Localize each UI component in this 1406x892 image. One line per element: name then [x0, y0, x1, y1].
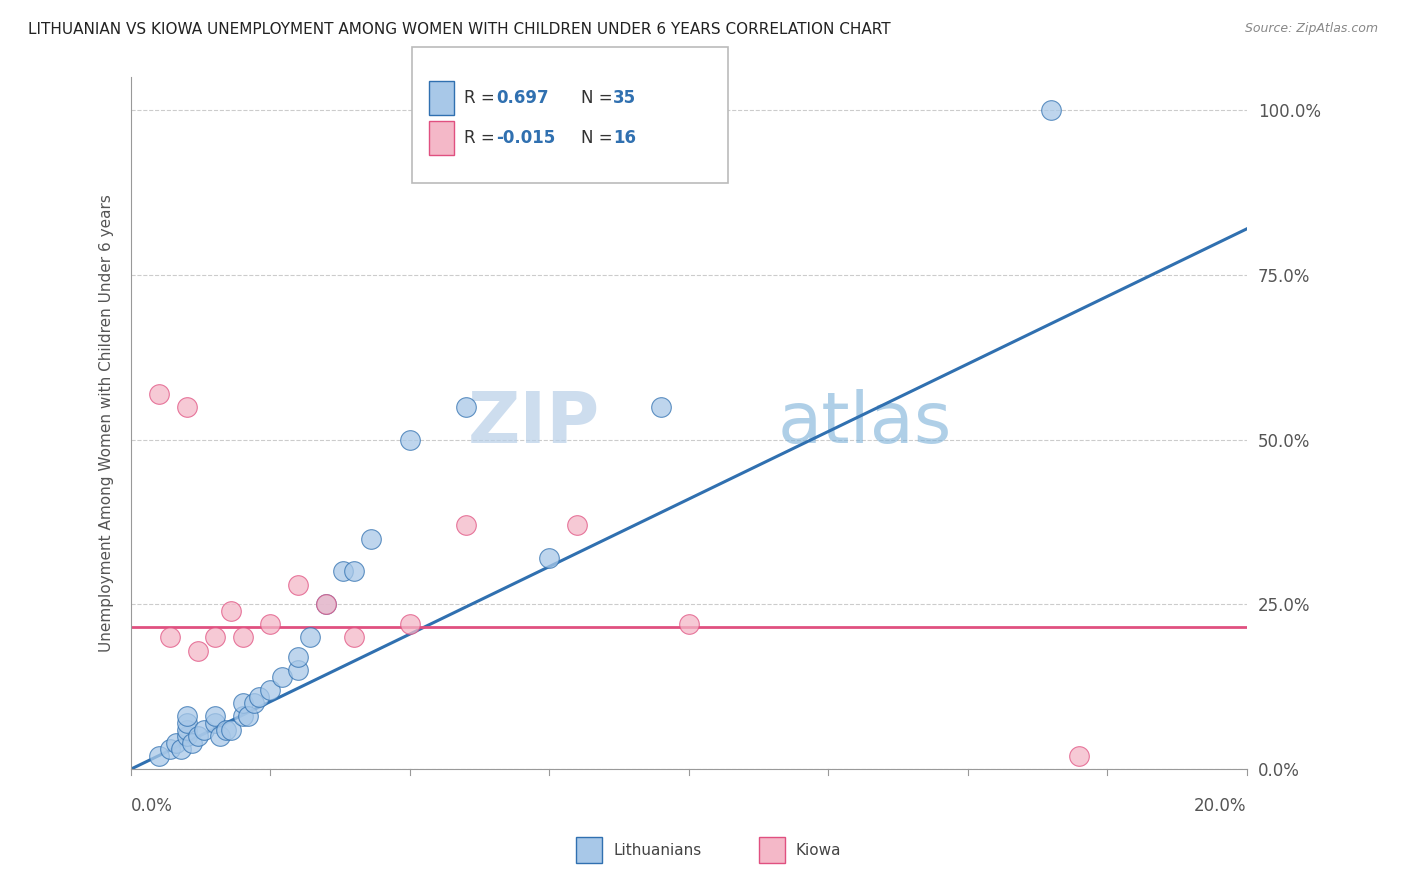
Point	[170, 742, 193, 756]
Point	[259, 683, 281, 698]
Point	[287, 663, 309, 677]
Point	[399, 433, 422, 447]
Point	[176, 709, 198, 723]
Text: 35: 35	[613, 89, 636, 107]
Point	[215, 723, 238, 737]
Point	[259, 617, 281, 632]
Point	[159, 742, 181, 756]
Point	[232, 631, 254, 645]
Point	[242, 696, 264, 710]
Text: ZIP: ZIP	[467, 389, 599, 458]
Point	[193, 723, 215, 737]
Text: N =: N =	[581, 89, 617, 107]
Point	[204, 716, 226, 731]
Text: atlas: atlas	[778, 389, 952, 458]
Point	[159, 631, 181, 645]
Point	[148, 748, 170, 763]
Y-axis label: Unemployment Among Women with Children Under 6 years: Unemployment Among Women with Children U…	[100, 194, 114, 652]
Point	[247, 690, 270, 704]
Text: Source: ZipAtlas.com: Source: ZipAtlas.com	[1244, 22, 1378, 36]
Point	[176, 729, 198, 743]
Text: Lithuanians: Lithuanians	[613, 843, 702, 857]
Point	[298, 631, 321, 645]
Point	[176, 400, 198, 414]
Point	[238, 709, 260, 723]
Point	[1040, 103, 1063, 118]
Point	[176, 716, 198, 731]
Text: 20.0%: 20.0%	[1194, 797, 1247, 814]
Point	[287, 577, 309, 591]
Text: R =: R =	[464, 89, 501, 107]
Point	[232, 696, 254, 710]
Text: Kiowa: Kiowa	[796, 843, 841, 857]
Text: -0.015: -0.015	[496, 129, 555, 147]
Point	[209, 729, 232, 743]
Text: 0.0%: 0.0%	[131, 797, 173, 814]
Point	[343, 565, 366, 579]
Point	[204, 631, 226, 645]
Point	[454, 400, 477, 414]
Point	[270, 670, 292, 684]
Text: LITHUANIAN VS KIOWA UNEMPLOYMENT AMONG WOMEN WITH CHILDREN UNDER 6 YEARS CORRELA: LITHUANIAN VS KIOWA UNEMPLOYMENT AMONG W…	[28, 22, 891, 37]
Point	[187, 643, 209, 657]
Point	[343, 631, 366, 645]
Point	[287, 650, 309, 665]
Point	[315, 598, 337, 612]
Point	[148, 386, 170, 401]
Point	[1069, 748, 1091, 763]
Point	[399, 617, 422, 632]
Point	[165, 736, 187, 750]
Text: 16: 16	[613, 129, 636, 147]
Point	[567, 518, 589, 533]
Point	[232, 709, 254, 723]
Text: R =: R =	[464, 129, 501, 147]
Point	[221, 723, 243, 737]
Point	[360, 532, 382, 546]
Point	[187, 729, 209, 743]
Text: N =: N =	[581, 129, 617, 147]
Point	[315, 598, 337, 612]
Point	[176, 723, 198, 737]
Point	[538, 551, 561, 566]
Point	[454, 518, 477, 533]
Point	[678, 617, 700, 632]
Point	[650, 400, 672, 414]
Point	[332, 565, 354, 579]
Point	[204, 709, 226, 723]
Point	[181, 736, 204, 750]
Text: 0.697: 0.697	[496, 89, 548, 107]
Point	[221, 604, 243, 618]
